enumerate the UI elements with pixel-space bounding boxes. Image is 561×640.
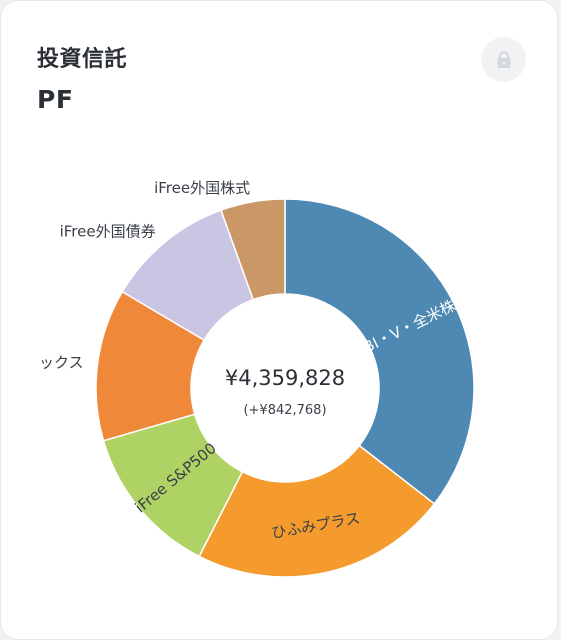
slice-label: iFree外国債券: [60, 223, 156, 241]
center-diff: (+¥842,768): [243, 403, 326, 418]
center-total: ¥4,359,828: [225, 366, 345, 390]
lock-button[interactable]: [481, 37, 526, 82]
lock-icon: [497, 50, 510, 68]
card-subtitle: PF: [37, 85, 74, 114]
card-title: 投資信託: [37, 47, 128, 72]
slice-label: iFree外国株式: [154, 179, 250, 197]
donut-slice[interactable]: [198, 444, 436, 578]
donut-slice[interactable]: [220, 198, 286, 301]
donut-slice[interactable]: [284, 198, 475, 505]
slice-label: ックス: [39, 354, 84, 372]
